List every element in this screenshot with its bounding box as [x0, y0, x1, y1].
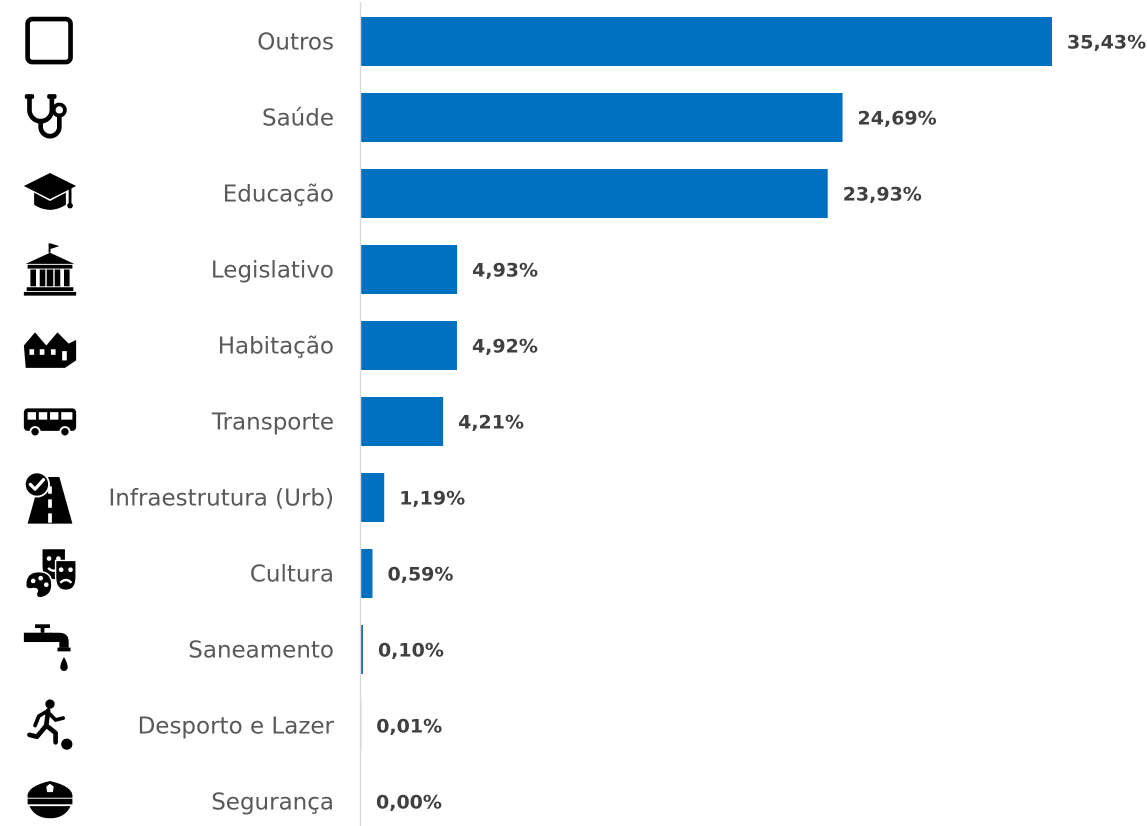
value-label: 4,93% — [472, 260, 538, 282]
category-label: Desporto e Lazer — [138, 714, 335, 740]
category-label: Cultura — [250, 562, 334, 588]
bar — [361, 625, 363, 674]
houses-icon — [23, 332, 77, 368]
value-label: 0,10% — [378, 640, 444, 662]
theater-masks-palette-icon — [24, 547, 78, 600]
value-label: 24,69% — [858, 108, 937, 130]
category-label: Infraestrutura (Urb) — [109, 486, 335, 512]
graduation-cap-icon — [23, 172, 77, 210]
category-label: Segurança — [211, 790, 334, 816]
government-building-icon — [23, 243, 77, 296]
value-label: 4,21% — [458, 412, 524, 434]
road-check-icon — [23, 470, 75, 526]
bar — [361, 473, 385, 522]
police-cap-icon — [27, 780, 73, 819]
water-tap-icon — [23, 624, 71, 671]
bar — [361, 17, 1052, 66]
stethoscope-icon — [25, 94, 65, 136]
value-label: 4,92% — [472, 336, 538, 358]
category-label: Transporte — [211, 410, 334, 436]
value-label: 35,43% — [1067, 32, 1146, 54]
value-label: 1,19% — [399, 488, 465, 510]
bar — [361, 93, 843, 142]
category-label: Saneamento — [188, 638, 334, 664]
category-label: Educação — [223, 182, 334, 208]
soccer-player-icon — [29, 699, 72, 749]
category-label: Habitação — [218, 334, 334, 360]
category-label: Outros — [257, 30, 334, 56]
value-label: 0,59% — [388, 564, 454, 586]
plot-area: Outros 35,43% Saúde 24,69% Educação 23,93% Leg… — [24, 2, 1146, 826]
category-label: Legislativo — [211, 258, 334, 284]
bus-icon — [22, 407, 78, 438]
bar — [361, 169, 828, 218]
category-label: Saúde — [262, 106, 334, 132]
bar — [361, 549, 373, 598]
value-label: 0,00% — [376, 792, 442, 814]
value-label: 0,01% — [376, 716, 442, 738]
bar — [361, 321, 457, 370]
value-label: 23,93% — [843, 184, 922, 206]
bar — [361, 397, 444, 446]
bar — [361, 245, 458, 294]
square-outline-icon — [28, 19, 71, 62]
